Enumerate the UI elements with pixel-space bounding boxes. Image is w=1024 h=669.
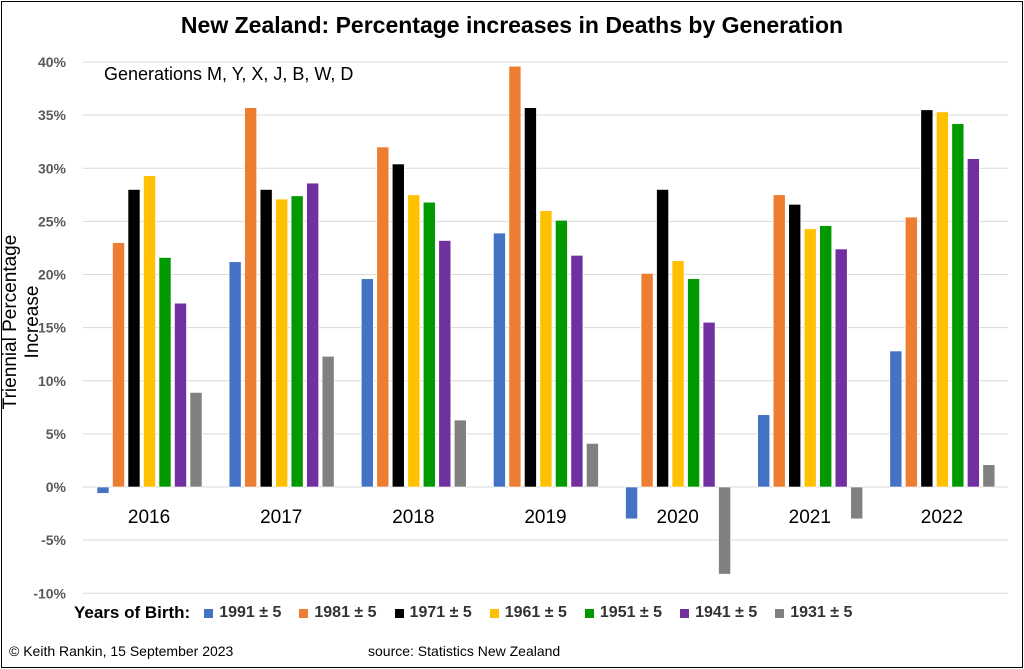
bar-2017-0 xyxy=(228,261,242,488)
legend-item: 1951 ± 5 xyxy=(584,604,663,622)
legend-swatch xyxy=(775,608,785,618)
legend-swatch xyxy=(299,608,309,618)
legend-item: 1941 ± 5 xyxy=(680,604,757,622)
x-tick-label: 2019 xyxy=(524,507,566,528)
bar-2019-3 xyxy=(539,210,553,488)
chart-title: New Zealand: Percentage increases in Dea… xyxy=(180,12,844,38)
bar-2017-3 xyxy=(275,198,288,488)
y-tick-label: 40% xyxy=(38,54,67,70)
legend-item: 1931 ± 5 xyxy=(775,604,852,622)
bar-2018-4 xyxy=(422,201,436,488)
bar-2022-2 xyxy=(920,109,934,488)
bar-2022-4 xyxy=(951,123,965,488)
y-tick-label: 0% xyxy=(46,479,67,495)
bar-2020-5 xyxy=(702,322,716,488)
bar-2016-1 xyxy=(112,242,125,488)
legend-item: 1961 ± 5 xyxy=(489,604,567,622)
generations-annotation: Generations M, Y, X, J, B, W, D xyxy=(104,64,354,84)
legend-label: 1931 ± 5 xyxy=(790,604,853,621)
bar-2016-0 xyxy=(96,486,110,494)
bar-2021-3 xyxy=(803,228,817,488)
bar-2018-2 xyxy=(391,163,405,488)
bar-2016-3 xyxy=(143,175,156,488)
y-tick-label: 5% xyxy=(46,426,67,442)
bar-2017-6 xyxy=(321,356,335,488)
bar-2018-5 xyxy=(438,240,452,488)
x-tick-label: 2021 xyxy=(789,507,831,528)
x-tick-label: 2022 xyxy=(921,507,963,528)
x-tick-label: 2017 xyxy=(260,507,302,528)
bar-2020-6 xyxy=(718,486,731,575)
bar-2022-0 xyxy=(889,350,903,488)
bar-2020-2 xyxy=(656,189,669,488)
y-tick-label: 25% xyxy=(38,213,67,229)
legend-swatch xyxy=(394,608,404,618)
x-tick-label: 2016 xyxy=(128,507,170,528)
bar-2021-5 xyxy=(834,248,848,488)
bar-2016-5 xyxy=(174,302,187,488)
bar-2020-3 xyxy=(671,260,685,488)
bar-2018-3 xyxy=(407,194,421,488)
legend-label: 1971 ± 5 xyxy=(409,604,472,621)
bar-2021-4 xyxy=(819,225,833,488)
bar-2020-0 xyxy=(625,486,638,520)
bar-2021-6 xyxy=(850,486,864,520)
y-tick-label: 15% xyxy=(38,320,67,336)
legend: Years of Birth: 1991 ± 5 1981 ± 5 1971 ± 5… xyxy=(74,603,870,623)
legend-swatch xyxy=(584,608,594,618)
legend-label: 1961 ± 5 xyxy=(504,604,567,621)
credit-text: © Keith Rankin, 15 September 2023 xyxy=(9,643,234,659)
bar-2020-4 xyxy=(687,278,700,488)
bar-2018-1 xyxy=(376,146,390,488)
legend-item: 1991 ± 5 xyxy=(204,604,281,622)
legend-label: 1981 ± 5 xyxy=(314,604,377,621)
legend-label: 1991 ± 5 xyxy=(219,604,282,621)
legend-item: 1971 ± 5 xyxy=(394,604,472,622)
y-tick-label: -5% xyxy=(41,532,66,548)
y-tick-label: 20% xyxy=(38,267,67,283)
x-tick-label: 2020 xyxy=(657,507,699,528)
y-tick-label: 35% xyxy=(38,107,67,123)
legend-title: Years of Birth: xyxy=(74,603,191,622)
bar-2017-2 xyxy=(259,189,273,488)
bar-2021-0 xyxy=(757,414,771,488)
legend-swatch xyxy=(204,608,214,618)
x-tick-label: 2018 xyxy=(392,507,434,528)
bar-2016-6 xyxy=(189,392,203,488)
bar-2019-5 xyxy=(570,255,584,488)
bar-2019-6 xyxy=(586,443,599,488)
legend-swatch xyxy=(489,608,499,618)
legend-label: 1951 ± 5 xyxy=(599,604,663,621)
bar-2017-5 xyxy=(306,182,319,488)
bar-2019-2 xyxy=(524,107,537,488)
y-tick-label: 30% xyxy=(38,160,67,176)
bar-2020-1 xyxy=(640,273,654,488)
y-tick-label: -10% xyxy=(33,585,66,601)
bar-2021-2 xyxy=(788,204,802,488)
bar-2016-2 xyxy=(127,189,141,488)
legend-item: 1981 ± 5 xyxy=(299,604,377,622)
source-text: source: Statistics New Zealand xyxy=(368,643,561,659)
legend-label: 1941 ± 5 xyxy=(695,604,758,621)
bar-2022-1 xyxy=(905,216,918,488)
bar-2019-0 xyxy=(493,232,506,488)
bar-2022-3 xyxy=(936,111,949,488)
bar-2021-1 xyxy=(772,194,786,488)
y-tick-label: 10% xyxy=(38,373,67,389)
bar-2018-0 xyxy=(360,278,374,488)
bar-2017-4 xyxy=(290,195,304,488)
legend-swatch xyxy=(680,608,690,618)
bar-2019-1 xyxy=(508,65,522,488)
bar-2019-4 xyxy=(555,220,568,488)
bar-2017-1 xyxy=(244,107,257,488)
bar-2018-6 xyxy=(453,419,467,488)
bar-2022-6 xyxy=(982,464,996,488)
bar-2022-5 xyxy=(967,158,980,488)
bar-2016-4 xyxy=(158,257,172,488)
